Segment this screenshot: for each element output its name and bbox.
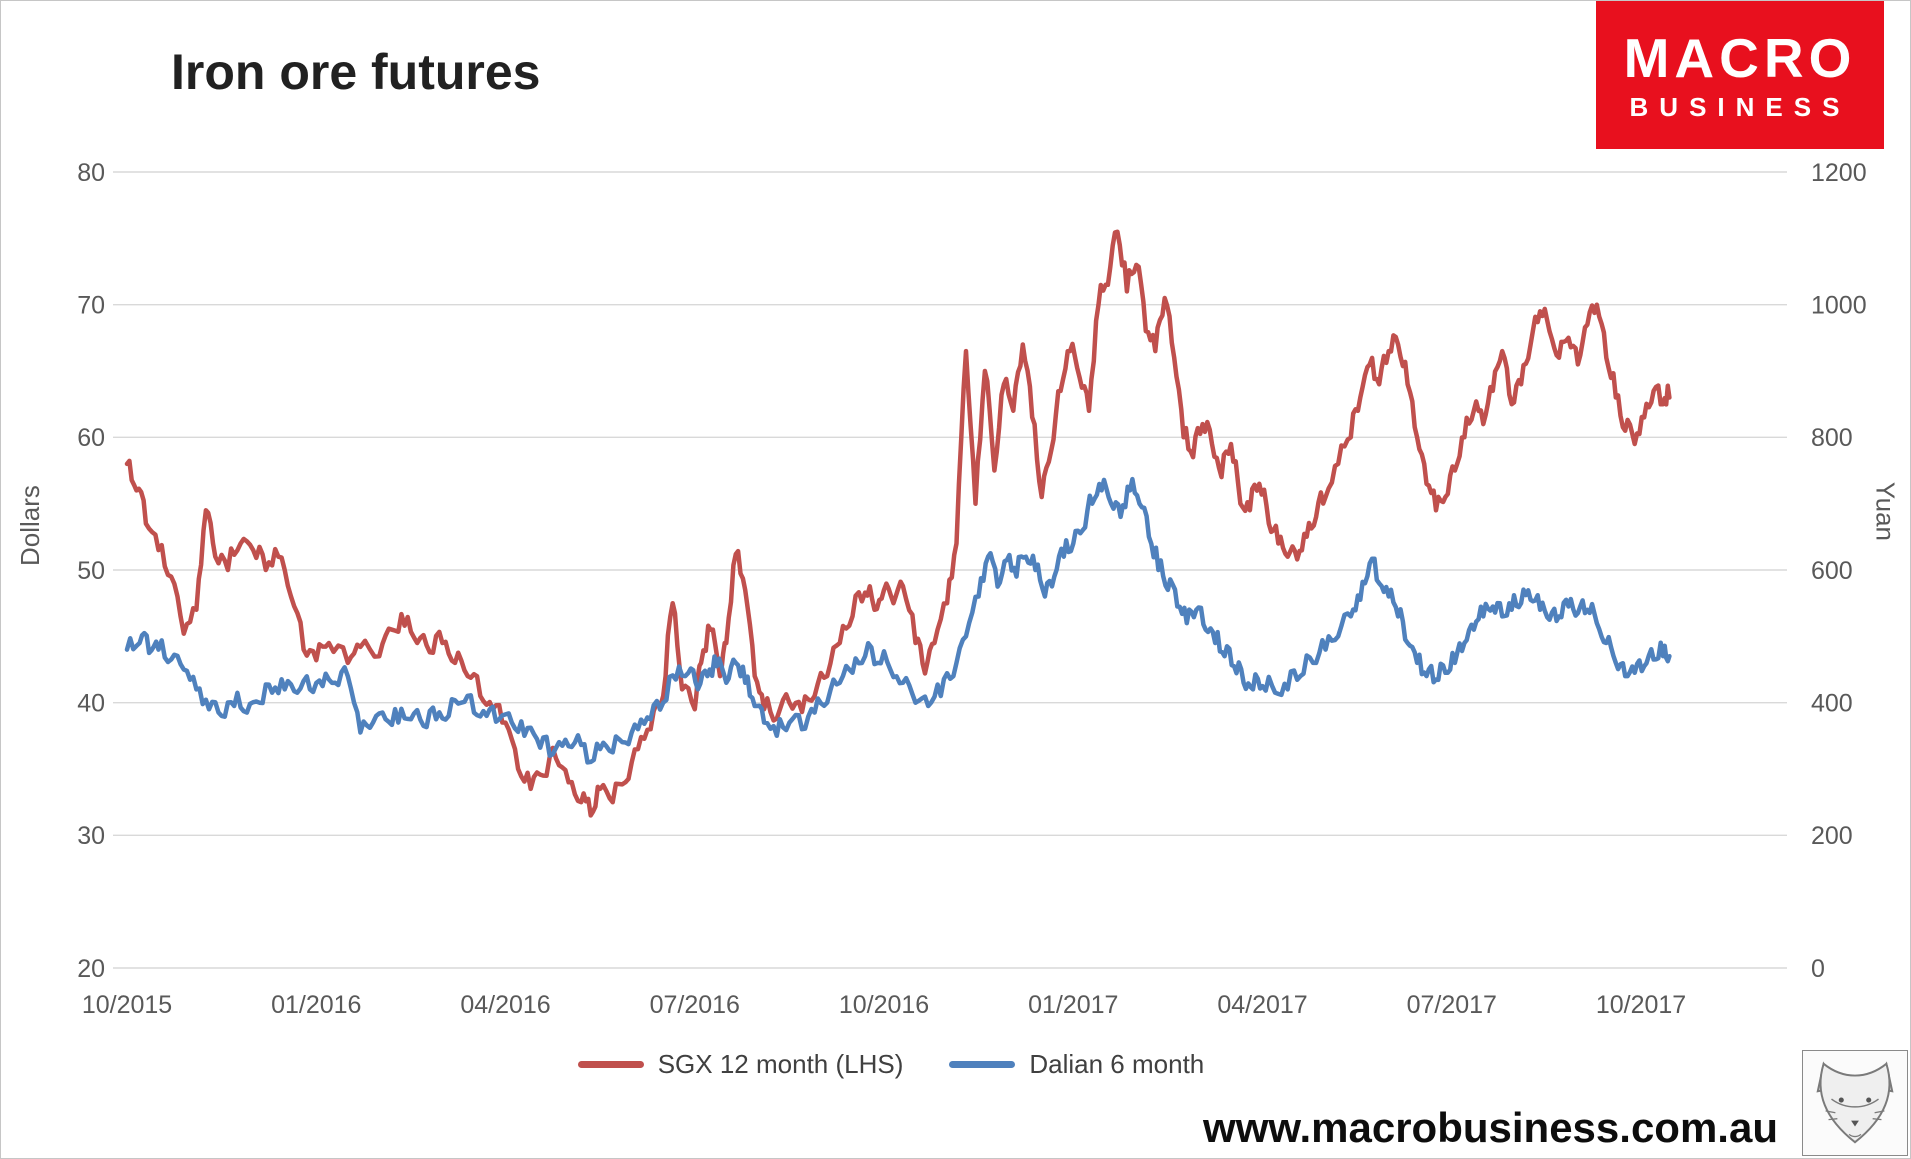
chart-title: Iron ore futures bbox=[171, 44, 541, 100]
logo-text-macro: MACRO bbox=[1623, 26, 1857, 89]
x-axis-tick-label: 10/2016 bbox=[839, 991, 929, 1019]
y-axis-left-tick-label: 70 bbox=[77, 291, 105, 319]
legend-swatch-dalian-line bbox=[949, 1061, 1016, 1068]
x-axis-tick-label: 07/2016 bbox=[650, 991, 740, 1019]
legend-swatch-sgx-line bbox=[577, 1061, 644, 1068]
y-axis-left-tick-label: 60 bbox=[77, 424, 105, 452]
macrobusiness-logo: MACRO BUSINESS bbox=[1596, 1, 1884, 149]
x-axis-tick-label: 10/2015 bbox=[82, 991, 172, 1019]
y-axis-right-tick-label: 0 bbox=[1811, 955, 1825, 983]
website-url: www.macrobusiness.com.au bbox=[1203, 1104, 1778, 1151]
y-axis-right-tick-label: 600 bbox=[1811, 557, 1853, 585]
chart-legend: SGX 12 month (LHS) Dalian 6 month bbox=[1, 1049, 1781, 1080]
fox-logo-box bbox=[1802, 1050, 1908, 1156]
legend-item-dalian: Dalian 6 month bbox=[949, 1049, 1204, 1080]
series-line-dalian-6-month bbox=[124, 476, 1672, 765]
fox-logo-icon bbox=[1816, 1061, 1894, 1144]
x-axis-tick-label: 10/2017 bbox=[1596, 991, 1686, 1019]
y-axis-right-tick-label: 1000 bbox=[1811, 291, 1867, 319]
series-line-sgx-12-month bbox=[124, 229, 1672, 818]
legend-label-dalian: Dalian 6 month bbox=[1029, 1049, 1205, 1079]
x-axis-tick-label: 07/2017 bbox=[1407, 991, 1497, 1019]
logo-text-business: BUSINESS bbox=[1629, 91, 1851, 122]
y-axis-right-tick-label: 400 bbox=[1811, 689, 1853, 717]
y-axis-left-tick-label: 80 bbox=[77, 159, 105, 187]
y-axis-right-tick-label: 800 bbox=[1811, 424, 1853, 452]
legend-label-sgx: SGX 12 month (LHS) bbox=[657, 1049, 904, 1079]
x-axis-tick-label: 01/2016 bbox=[271, 991, 361, 1019]
y-axis-left-tick-label: 30 bbox=[77, 822, 105, 850]
x-axis-tick-label: 04/2016 bbox=[460, 991, 550, 1019]
y-axis-left-tick-label: 20 bbox=[77, 955, 105, 983]
y-axis-right-tick-label: 1200 bbox=[1811, 159, 1867, 187]
y-axis-left-tick-label: 50 bbox=[77, 557, 105, 585]
y-axis-right-tick-label: 200 bbox=[1811, 822, 1853, 850]
legend-item-sgx: SGX 12 month (LHS) bbox=[577, 1049, 904, 1080]
y-axis-left-tick-label: 40 bbox=[77, 689, 105, 717]
x-axis-tick-label: 04/2017 bbox=[1217, 991, 1307, 1019]
x-axis-tick-label: 01/2017 bbox=[1028, 991, 1118, 1019]
